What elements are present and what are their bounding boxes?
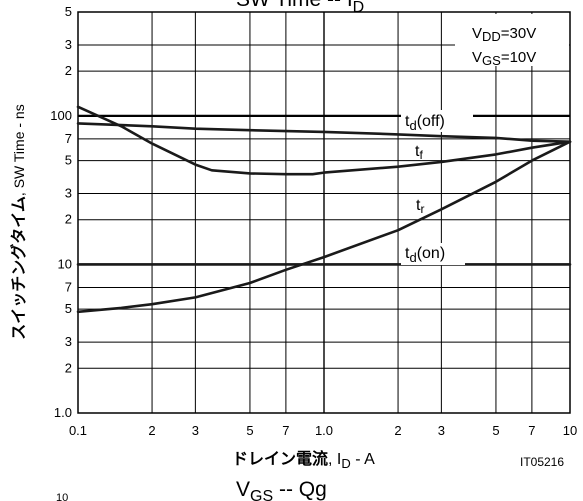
label-tf-t: t <box>415 143 420 160</box>
label-td-on-rest: (on) <box>417 245 445 262</box>
y-tick-label-12: 3 <box>65 37 72 52</box>
x-axis-title-comma: , <box>328 451 337 468</box>
label-tf: tf <box>415 143 423 162</box>
condition-vgs-symbol: V <box>472 49 482 66</box>
y-tick-label-7: 3 <box>65 186 72 201</box>
next-chart-title: VGS -- Qg <box>236 478 327 501</box>
x-tick-label-7: 3 <box>438 423 445 438</box>
label-td-off-rest: (off) <box>417 113 445 130</box>
y-tick-label-5: 10 <box>58 256 72 271</box>
label-td-off-background <box>401 110 473 132</box>
label-td-on-t: t <box>405 245 410 262</box>
x-axis-title-jp: ドレイン電流 <box>232 449 328 468</box>
y-tick-label-2: 3 <box>65 334 72 349</box>
y-tick-label-11: 2 <box>65 63 72 78</box>
chart-title: SW Time -- ID <box>236 0 364 16</box>
condition-vdd: VDD=30V <box>472 25 536 44</box>
condition-vdd-value: =30V <box>501 25 536 42</box>
y-tick-label-10: 100 <box>50 108 72 123</box>
condition-vdd-symbol: V <box>472 25 482 42</box>
chart-title-subscript: D <box>353 0 365 16</box>
label-td-on-subscript: d <box>409 250 416 265</box>
plot-frame <box>77 11 571 414</box>
x-tick-label-4: 7 <box>282 423 289 438</box>
x-axis-title: ドレイン電流, ID - A <box>232 449 375 471</box>
y-tick-label-9: 7 <box>65 131 72 146</box>
condition-vdd-subscript: DD <box>482 29 501 44</box>
conditions-background <box>455 14 569 66</box>
condition-vgs-value: =10V <box>501 49 536 66</box>
chart-title-text: SW Time -- I <box>236 0 353 11</box>
label-tf-subscript: f <box>419 148 423 162</box>
y-tick-label-13: 5 <box>65 4 72 19</box>
conditions-box: VDD=30V VGS=10V <box>455 14 569 68</box>
x-tick-label-3: 5 <box>246 423 253 438</box>
label-td-on-background <box>401 243 465 265</box>
next-chart-title-v: V <box>236 478 250 501</box>
label-td-off-subscript: d <box>409 118 416 133</box>
y-tick-label-6: 2 <box>65 212 72 227</box>
x-tick-label-10: 10 <box>563 423 577 438</box>
x-tick-label-9: 7 <box>528 423 535 438</box>
x-axis-title-subscript: D <box>341 456 350 471</box>
y-axis-title-jp: スイッチングタイム <box>9 196 28 340</box>
y-tick-labels: 1.0 2 3 5 7 10 2 3 5 7 100 2 3 5 <box>50 4 72 420</box>
label-tr-t: t <box>416 197 421 214</box>
x-tick-label-0: 0.1 <box>69 423 87 438</box>
x-tick-label-6: 2 <box>394 423 401 438</box>
figure-code: IT05216 <box>520 455 564 469</box>
series-tf-line <box>76 105 572 176</box>
y-tick-label-3: 5 <box>65 301 72 316</box>
condition-vgs-subscript: GS <box>482 53 501 68</box>
y-axis-title-rest: , SW Time - ns <box>11 104 27 196</box>
series-labels: td(off) tf tr td(on) <box>401 110 473 265</box>
condition-vgs: VGS=10V <box>472 49 536 68</box>
next-chart-title-rest: -- Qg <box>273 478 327 501</box>
label-td-off-t: t <box>405 113 410 130</box>
x-tick-labels: 0.1 2 3 5 7 1.0 2 3 5 7 10 <box>69 423 577 438</box>
next-chart-first-tick: 10 <box>56 492 68 501</box>
label-td-off: td(off) <box>405 113 445 133</box>
y-tick-label-8: 5 <box>65 153 72 168</box>
series-td-off-line <box>76 122 572 143</box>
label-tr-subscript: r <box>420 202 424 216</box>
y-axis-title: スイッチングタイム, SW Time - ns <box>9 104 28 339</box>
x-axis-title-rest: - A <box>351 451 375 468</box>
y-tick-label-0: 1.0 <box>54 405 72 420</box>
label-tr: tr <box>416 197 424 216</box>
series-lines <box>76 105 572 314</box>
grid <box>77 11 571 414</box>
y-tick-label-4: 7 <box>65 279 72 294</box>
label-td-on: td(on) <box>405 245 445 265</box>
y-tick-label-1: 2 <box>65 360 72 375</box>
x-tick-label-5: 1.0 <box>315 423 333 438</box>
x-tick-label-2: 3 <box>192 423 199 438</box>
x-tick-label-8: 5 <box>492 423 499 438</box>
next-chart-title-subscript: GS <box>250 488 273 501</box>
x-axis-title-symbol: I <box>337 451 341 468</box>
x-tick-label-1: 2 <box>148 423 155 438</box>
